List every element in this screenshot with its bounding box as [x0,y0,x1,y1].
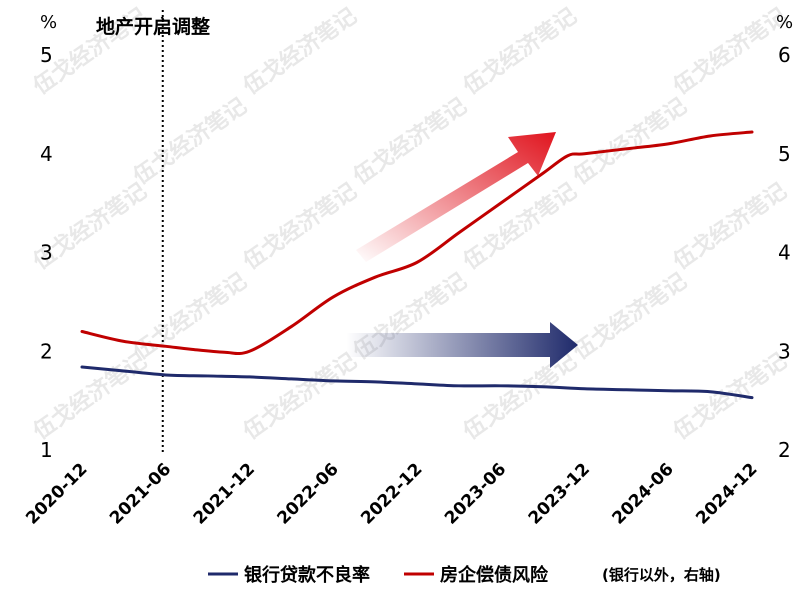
watermark-text: 伍戈经济笔记 [458,3,582,101]
left-axis-ticks: 1 2 3 4 5 [40,43,53,462]
legend-label-developer-risk: 房企偿债风险 [440,564,549,586]
watermark-text: 伍戈经济笔记 [458,348,582,446]
left-axis-unit: % [40,12,57,33]
right-axis-ticks: 2 3 4 5 6 [778,43,791,462]
x-tick-label: 2020-12 [22,459,91,528]
x-axis-ticks: 2020-12 2021-06 2021-12 2022-06 2022-12 2023-… [22,459,761,528]
legend-note-developer-risk: (银行以外，右轴) [602,566,721,584]
x-tick-label: 2024-06 [608,459,677,528]
right-tick-label: 6 [778,43,791,67]
x-tick-label: 2023-12 [525,459,594,528]
left-tick-label: 4 [40,142,53,166]
watermark-text: 伍戈经济笔记 [238,178,362,276]
watermark-text: 伍戈经济笔记 [128,268,252,366]
left-tick-label: 2 [40,339,53,363]
x-tick-label: 2024-12 [692,459,761,528]
x-tick-label: 2022-12 [357,459,426,528]
left-tick-label: 5 [40,43,53,67]
right-axis-unit: % [776,12,793,33]
right-tick-label: 3 [778,339,791,363]
legend: 银行贷款不良率 房企偿债风险 (银行以外，右轴) [208,564,721,586]
x-tick-label: 2023-06 [441,459,510,528]
watermark-text: 伍戈经济笔记 [128,93,252,191]
left-tick-label: 1 [40,438,53,462]
series-line-bank-npl [80,365,754,400]
x-tick-label: 2021-06 [106,459,175,528]
x-tick-label: 2021-12 [190,459,259,528]
watermark-text: 伍戈经济笔记 [568,268,692,366]
watermark-text: 伍戈经济笔记 [238,3,362,101]
right-tick-label: 4 [778,241,791,265]
watermark-text: 伍戈经济笔记 [668,178,792,276]
adjustment-start-label: 地产开启调整 [96,15,210,38]
left-tick-label: 3 [40,241,53,265]
watermark-text: 伍戈经济笔记 [238,348,362,446]
right-tick-label: 2 [778,438,791,462]
red-trend-arrow [356,132,556,262]
watermark-text: 伍戈经济笔记 [348,93,472,191]
series-line-developer-risk [80,130,754,356]
x-tick-label: 2022-06 [273,459,342,528]
watermark-text: 伍戈经济笔记 [668,348,792,446]
blue-trend-arrow [346,322,578,368]
legend-label-bank-npl: 银行贷款不良率 [244,564,370,586]
right-tick-label: 5 [778,142,791,166]
watermark-text: 伍戈经济笔记 [668,3,792,101]
